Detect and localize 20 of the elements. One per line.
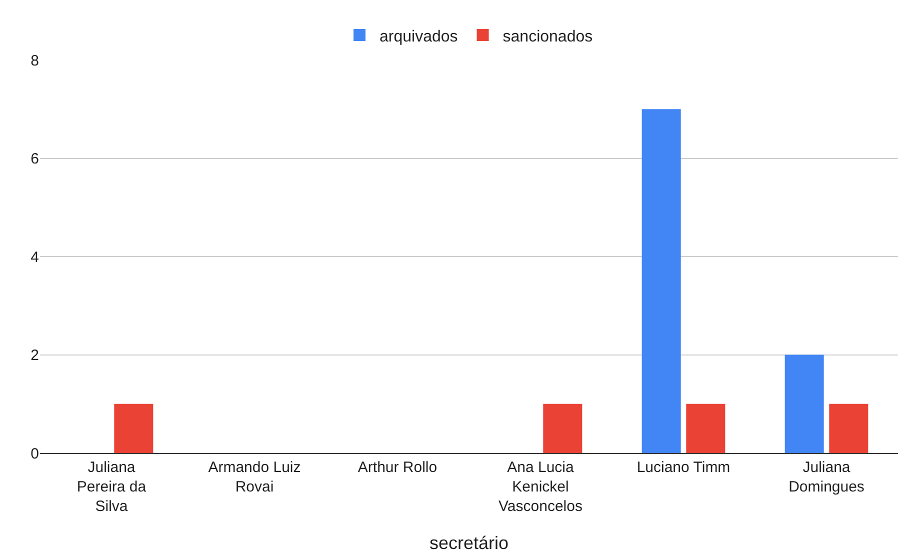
x-tick-label: Armando Luiz Rovai (208, 459, 301, 496)
bar (642, 109, 681, 453)
x-axis-title: secretário (429, 533, 509, 553)
x-tick-label: Arthur Rollo (358, 459, 438, 476)
bar (114, 404, 154, 453)
x-tick-label: Ana Lucia Kenickel Vasconcelos (498, 459, 582, 515)
bar (543, 404, 582, 453)
legend-label: arquivados (380, 28, 458, 46)
bar (829, 404, 868, 453)
y-tick-label: 2 (30, 347, 39, 364)
x-tick-label: Juliana Pereira da Silva (76, 459, 147, 515)
legend-label: sancionados (502, 28, 593, 46)
y-tick-label: 8 (30, 52, 39, 70)
bar (686, 404, 726, 453)
x-tick-label: Luciano Timm (636, 459, 730, 476)
bar (784, 354, 824, 453)
y-tick-label: 0 (30, 445, 39, 462)
y-tick-label: 4 (30, 248, 39, 266)
x-tick-label: Juliana Domingues (788, 459, 864, 496)
y-tick-label: 6 (30, 150, 39, 168)
